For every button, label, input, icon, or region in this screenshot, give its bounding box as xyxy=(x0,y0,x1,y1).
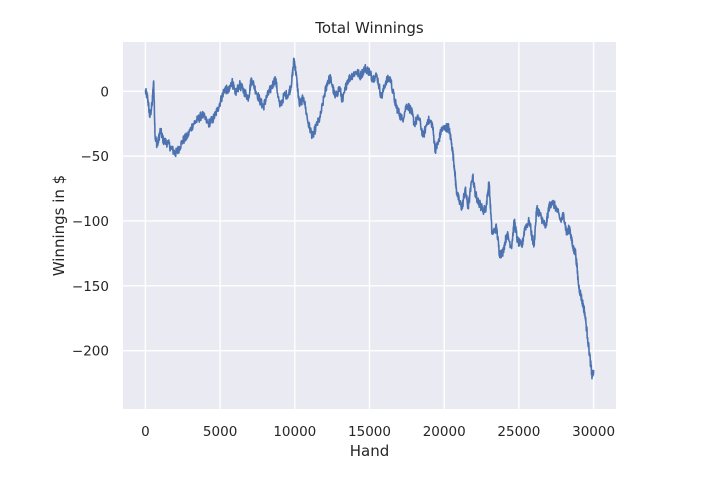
grid-lines xyxy=(123,42,616,409)
y-tick-label: −50 xyxy=(81,149,110,165)
x-tick-label: 5000 xyxy=(203,424,237,440)
y-tick-label: −100 xyxy=(72,214,109,230)
x-tick-label: 15000 xyxy=(348,424,391,440)
x-axis-ticks: 0 5000 10000 15000 20000 25000 30000 xyxy=(141,424,615,440)
y-tick-label: −200 xyxy=(72,344,109,360)
x-tick-label: 0 xyxy=(141,424,150,440)
winnings-series-line xyxy=(144,57,595,380)
y-tick-label: 0 xyxy=(100,84,109,100)
y-axis-ticks: −200 −150 −100 −50 0 xyxy=(72,84,109,359)
x-tick-label: 10000 xyxy=(273,424,316,440)
x-tick-label: 30000 xyxy=(572,424,615,440)
x-tick-label: 20000 xyxy=(423,424,466,440)
x-axis-label: Hand xyxy=(350,442,390,460)
y-tick-label: −150 xyxy=(72,279,109,295)
series-layer xyxy=(144,57,595,380)
chart-title: Total Winnings xyxy=(314,19,424,37)
x-tick-label: 25000 xyxy=(497,424,540,440)
y-axis-label: Winnings in $ xyxy=(50,175,68,276)
